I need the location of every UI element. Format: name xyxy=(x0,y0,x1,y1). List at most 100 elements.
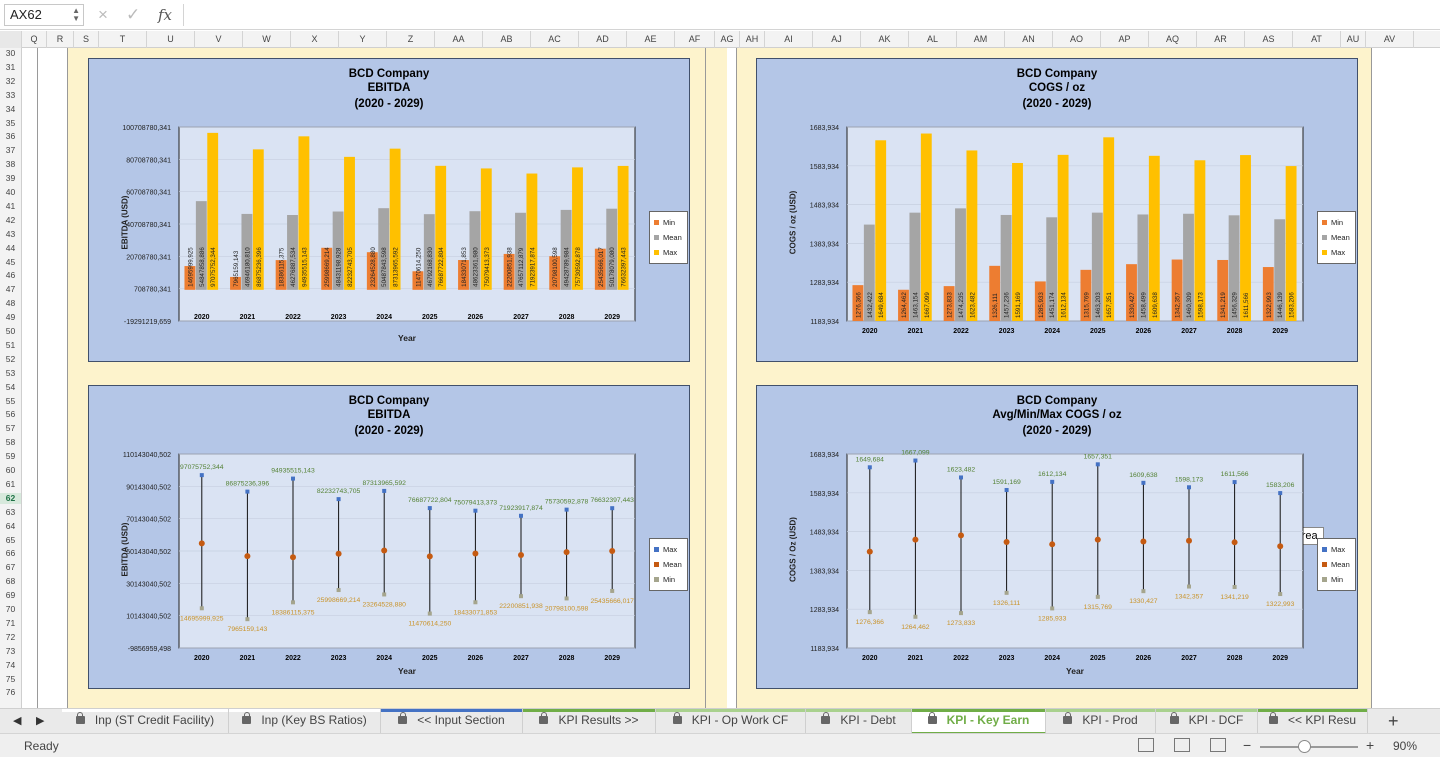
row-header[interactable]: 30 xyxy=(5,48,16,58)
row-header[interactable]: 38 xyxy=(5,159,16,170)
point-max[interactable] xyxy=(427,506,432,511)
column-header[interactable]: Y xyxy=(339,31,387,48)
bar-min[interactable] xyxy=(852,285,864,321)
point-max[interactable] xyxy=(519,513,523,518)
point-min[interactable] xyxy=(1278,592,1283,597)
sheet-tab[interactable]: Inp (ST Credit Facility) xyxy=(62,709,229,734)
point-max[interactable] xyxy=(610,506,615,511)
row-header[interactable]: 33 xyxy=(5,89,16,100)
row-header[interactable]: 76 xyxy=(5,687,16,698)
column-header[interactable]: X xyxy=(291,31,339,48)
point-max[interactable] xyxy=(913,458,918,463)
point-min[interactable] xyxy=(564,596,569,601)
bar-mean[interactable] xyxy=(241,213,253,290)
bar-min[interactable] xyxy=(943,286,955,321)
column-header[interactable]: U xyxy=(147,31,195,48)
column-header[interactable]: AT xyxy=(1293,31,1341,48)
bar-mean[interactable] xyxy=(515,212,526,290)
bar-min[interactable] xyxy=(184,266,196,290)
column-header[interactable]: AA xyxy=(435,31,483,48)
sheet-tab[interactable]: KPI - Key Earn xyxy=(912,709,1046,734)
cogs-range-chart[interactable]: BCD Company Avg/Min/Max COGS / oz (2020 … xyxy=(756,385,1358,689)
point-mean[interactable] xyxy=(518,552,524,559)
column-header[interactable]: AG xyxy=(715,31,740,48)
row-header[interactable]: 53 xyxy=(5,367,16,378)
row-header[interactable]: 75 xyxy=(5,673,16,684)
bar-max[interactable] xyxy=(207,132,219,290)
bar-max[interactable] xyxy=(435,165,447,290)
bar-min[interactable] xyxy=(549,256,561,290)
name-box-dropdown-icon[interactable]: ▲ ▼ xyxy=(72,6,80,23)
zoom-out-button[interactable]: − xyxy=(1243,737,1252,753)
point-min[interactable] xyxy=(245,617,250,622)
column-header[interactable]: AO xyxy=(1053,31,1101,48)
point-min[interactable] xyxy=(291,600,295,605)
bar-min[interactable] xyxy=(1080,269,1092,321)
row-header[interactable]: 34 xyxy=(5,103,16,114)
bar-mean[interactable] xyxy=(1183,213,1194,321)
row-header[interactable]: 65 xyxy=(5,534,16,545)
column-header[interactable]: AD xyxy=(579,31,627,48)
bar-mean[interactable] xyxy=(378,208,390,290)
bar-max[interactable] xyxy=(1194,160,1206,321)
bar-max[interactable] xyxy=(298,136,310,290)
row-header[interactable]: 58 xyxy=(5,437,16,448)
bar-mean[interactable] xyxy=(195,201,207,290)
bar-min[interactable] xyxy=(1217,259,1229,321)
add-sheet-button[interactable]: + xyxy=(1388,711,1399,731)
row-header[interactable]: 57 xyxy=(5,423,16,434)
row-header[interactable]: 49 xyxy=(5,312,16,323)
column-header[interactable]: Q xyxy=(22,31,47,48)
bar-mean[interactable] xyxy=(909,212,921,321)
bar-mean[interactable] xyxy=(287,214,298,290)
column-header[interactable]: AM xyxy=(957,31,1005,48)
row-header[interactable]: 48 xyxy=(5,298,16,309)
point-min[interactable] xyxy=(959,611,963,616)
name-box[interactable]: AX62 ▲ ▼ xyxy=(4,4,84,26)
column-header[interactable]: W xyxy=(243,31,291,48)
point-mean[interactable] xyxy=(958,532,964,539)
point-mean[interactable] xyxy=(609,547,616,554)
sheet-tab[interactable]: KPI - DCF xyxy=(1156,709,1258,734)
row-header[interactable]: 64 xyxy=(5,520,16,531)
sheet-tab[interactable]: KPI Results >> xyxy=(523,709,656,734)
bar-mean[interactable] xyxy=(863,224,875,321)
point-mean[interactable] xyxy=(563,549,570,556)
point-mean[interactable] xyxy=(1140,538,1147,545)
normal-view-icon[interactable] xyxy=(1138,738,1154,752)
bar-min[interactable] xyxy=(1171,259,1183,321)
point-min[interactable] xyxy=(1004,590,1009,595)
row-header[interactable]: 42 xyxy=(5,214,16,225)
point-max[interactable] xyxy=(1050,479,1055,484)
point-max[interactable] xyxy=(1187,485,1191,490)
point-min[interactable] xyxy=(610,588,615,593)
column-header[interactable]: AS xyxy=(1245,31,1293,48)
point-mean[interactable] xyxy=(1003,538,1010,545)
row-header[interactable]: 55 xyxy=(5,395,16,406)
point-min[interactable] xyxy=(1232,584,1237,589)
bar-mean[interactable] xyxy=(1228,215,1240,321)
bar-min[interactable] xyxy=(458,260,469,290)
point-min[interactable] xyxy=(1141,589,1146,594)
bar-max[interactable] xyxy=(966,150,978,321)
row-header[interactable]: 32 xyxy=(5,75,16,86)
row-header[interactable]: 73 xyxy=(5,645,16,656)
page-layout-view-icon[interactable] xyxy=(1174,738,1190,752)
bar-max[interactable] xyxy=(617,165,629,290)
row-header[interactable]: 52 xyxy=(5,353,16,364)
point-mean[interactable] xyxy=(866,548,873,555)
bar-min[interactable] xyxy=(1262,267,1274,321)
sheet-tab[interactable]: << KPI Resu xyxy=(1258,709,1368,734)
column-header[interactable]: T xyxy=(99,31,147,48)
point-mean[interactable] xyxy=(381,547,388,554)
point-min[interactable] xyxy=(1187,584,1191,589)
row-header[interactable]: 61 xyxy=(5,478,16,489)
column-header[interactable]: AH xyxy=(740,31,765,48)
bar-max[interactable] xyxy=(1240,155,1251,321)
point-min[interactable] xyxy=(913,614,918,619)
column-header[interactable]: Z xyxy=(387,31,435,48)
bar-max[interactable] xyxy=(1057,154,1069,321)
column-header[interactable]: AJ xyxy=(813,31,861,48)
point-mean[interactable] xyxy=(335,550,342,557)
row-header[interactable]: 51 xyxy=(5,339,16,350)
